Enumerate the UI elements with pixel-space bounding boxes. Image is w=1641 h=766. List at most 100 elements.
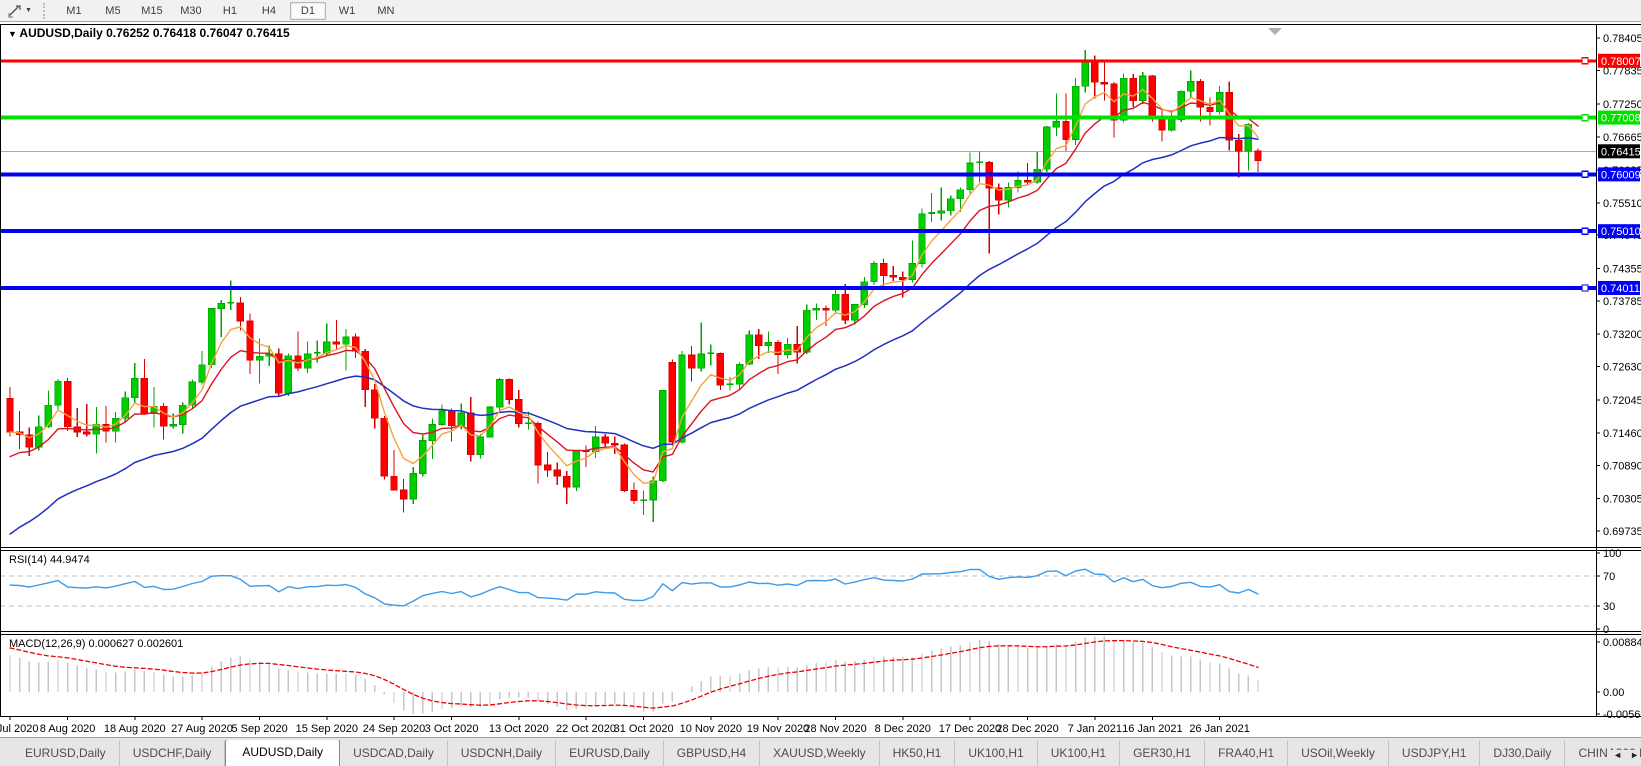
candle-body [611, 442, 619, 446]
candle-body [908, 263, 917, 280]
candle-body [793, 343, 801, 353]
tab-GER30-H1[interactable]: GER30,H1 [1120, 741, 1206, 766]
date-tick-label: 24 Sep 2020 [363, 723, 425, 735]
candle-body [879, 263, 888, 276]
macd-histogram [9, 636, 1259, 714]
date-tick-label: 28 Dec 2020 [996, 723, 1058, 735]
date-tick-label: 27 Aug 2020 [171, 723, 233, 735]
chart-tab-bar: EURUSD,Daily USDCHF,Daily AUDUSD,Daily USDC… [0, 737, 1641, 766]
date-tick-label: 8 Aug 2020 [40, 723, 96, 735]
tab-AUDUSD-Daily[interactable]: AUDUSD,Daily [225, 740, 341, 766]
tab-DJ30-Daily[interactable]: DJ30,Daily [1480, 741, 1566, 766]
candle-body [687, 354, 696, 369]
tab-FRA40-H1[interactable]: FRA40,H1 [1205, 741, 1289, 766]
tab-HK50-H1[interactable]: HK50,H1 [880, 741, 956, 766]
price-tick-label: 0.70890 [1603, 460, 1641, 472]
price-tick-label: 0.74355 [1603, 263, 1641, 275]
date-tick-label: 3 Oct 2020 [425, 723, 479, 735]
period-button-M30[interactable]: M30 [180, 4, 202, 17]
candle-body [956, 189, 965, 200]
chart-shift-marker[interactable] [1268, 28, 1282, 35]
candle-body [563, 475, 571, 488]
candle-body [380, 417, 389, 477]
macd-scale-label: 0.00 [1603, 687, 1624, 699]
candle-body [649, 480, 657, 501]
price-axis[interactable]: 0.784050.778350.772500.766650.760850.755… [1596, 33, 1641, 721]
candle-body [198, 364, 206, 383]
chart-window: 0.784050.778350.772500.766650.760850.755… [0, 22, 1641, 737]
candle-body [419, 440, 427, 474]
candle-body [659, 389, 667, 482]
candle-body [745, 334, 753, 365]
date-tick-label: 17 Dec 2020 [939, 723, 1001, 735]
hline-handle-0.78007[interactable] [1581, 57, 1589, 65]
tab-EURUSD-Daily[interactable]: EURUSD,Daily [12, 741, 120, 766]
hline-handle-0.76009[interactable] [1581, 170, 1589, 179]
trendline-tool-icon [8, 4, 21, 18]
price-tick-label: 0.73785 [1603, 296, 1641, 308]
candle-body [495, 379, 504, 408]
chart-background [0, 22, 1641, 737]
tab-scroll-right-icon[interactable]: ► [1630, 750, 1639, 760]
hline-handle-0.74011[interactable] [1581, 284, 1589, 292]
candle-body [1196, 81, 1205, 108]
tab-USDCNH-Daily[interactable]: USDCNH,Daily [448, 741, 557, 766]
candle-body [236, 302, 245, 322]
period-button-D1[interactable]: D1 [289, 1, 326, 20]
candle-body [390, 475, 398, 491]
tab-USDJPY-H1[interactable]: USDJPY,H1 [1389, 741, 1481, 766]
period-button-H1[interactable]: H1 [222, 4, 237, 17]
tab-UK100-H1[interactable]: UK100,H1 [1038, 741, 1121, 766]
period-button-MN[interactable]: MN [377, 4, 395, 17]
period-button-M15[interactable]: M15 [141, 4, 163, 17]
candle-body [1139, 75, 1147, 101]
price-tick-label: 0.76665 [1603, 132, 1641, 144]
chart-tool-button[interactable]: ▼ [4, 2, 35, 20]
candle-body [572, 450, 581, 488]
tab-GBPUSD-H4[interactable]: GBPUSD,H4 [664, 741, 761, 766]
candle-body [1052, 121, 1061, 128]
current-price-label-bg [1598, 144, 1640, 159]
tab-scroll-left-icon[interactable]: ◄ [1613, 750, 1623, 760]
candle-body [6, 397, 14, 433]
candle-body [1254, 150, 1262, 161]
date-tick-label: 5 Sep 2020 [231, 723, 287, 735]
candle-body [1206, 106, 1214, 113]
date-tick-label: 7 Jan 2021 [1068, 723, 1122, 735]
tab-USOil-Weekly[interactable]: USOil,Weekly [1288, 741, 1389, 766]
candle-body [678, 354, 686, 443]
tab-UK100-H1[interactable]: UK100,H1 [955, 741, 1038, 766]
chevron-down-icon[interactable]: ▼ [25, 7, 32, 14]
hline-handle-0.77008[interactable] [1581, 113, 1589, 122]
tab-USDCAD-Daily[interactable]: USDCAD,Daily [340, 741, 448, 766]
hline-price-label: 0.76009 [1601, 169, 1641, 181]
period-button-H4[interactable]: H4 [261, 4, 276, 17]
candle-body [1100, 81, 1109, 85]
candle-body [534, 422, 542, 466]
period-button-M1[interactable]: M1 [66, 4, 82, 17]
rsi-scale-label: 70 [1603, 571, 1615, 583]
date-tick-label: 13 Oct 2020 [489, 723, 549, 735]
candle-body [995, 187, 1003, 201]
candle-body [1235, 139, 1243, 152]
candle-body [25, 434, 33, 448]
period-button-W1[interactable]: W1 [338, 4, 356, 17]
candle-body [630, 490, 638, 502]
date-tick-label: 26 Jan 2021 [1189, 723, 1250, 735]
tab-EURUSD-Daily[interactable]: EURUSD,Daily [556, 741, 664, 766]
candle-body [1129, 77, 1137, 101]
candle-body [697, 353, 705, 369]
candle-body [83, 431, 91, 435]
period-button-M5[interactable]: M5 [105, 4, 121, 17]
price-tick-label: 0.78405 [1603, 33, 1641, 45]
chart-title: ▼ AUDUSD,Daily 0.76252 0.76418 0.76047 0… [8, 26, 290, 40]
candle-body [1187, 81, 1195, 92]
candle-body [438, 410, 446, 425]
tab-USDCHF-Daily[interactable]: USDCHF,Daily [120, 741, 226, 766]
hline-handle-0.75010[interactable] [1581, 227, 1589, 235]
candle-body [812, 308, 821, 311]
tab-XAUUSD-Weekly[interactable]: XAUUSD,Weekly [760, 741, 880, 766]
candle-body [620, 444, 629, 491]
